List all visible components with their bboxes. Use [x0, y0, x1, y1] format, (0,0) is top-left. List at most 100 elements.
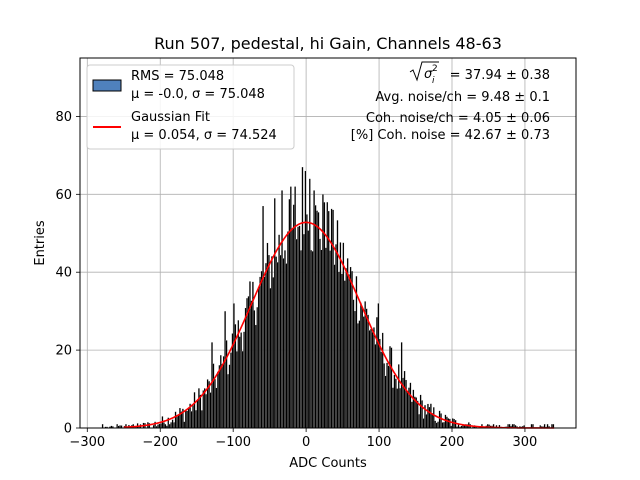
histogram-bar	[228, 364, 231, 429]
svg-text:σ: σ	[424, 67, 433, 82]
histogram-bar	[298, 225, 301, 429]
histogram-bar	[443, 422, 445, 429]
histogram-bar	[256, 307, 259, 429]
histogram-bar	[418, 414, 420, 429]
histogram-bar	[346, 258, 349, 429]
histogram-bar	[300, 250, 302, 429]
histogram-bar	[201, 410, 203, 429]
histogram-bar	[203, 388, 206, 429]
histogram-bar	[428, 406, 431, 429]
histogram-bar	[338, 271, 340, 429]
histogram-bar	[295, 239, 298, 429]
histogram-bar	[412, 389, 415, 429]
histogram-bar	[253, 310, 256, 429]
histogram-bar	[361, 307, 364, 429]
histogram-bar	[403, 370, 406, 429]
histogram-bar	[367, 314, 369, 429]
histogram-bar	[249, 281, 251, 429]
histogram-bar	[427, 403, 429, 429]
legend-histogram-swatch	[92, 79, 122, 92]
histogram-bar	[271, 256, 273, 429]
histogram-bar	[430, 403, 432, 429]
histogram-bar	[446, 416, 448, 429]
x-tick-label: 300	[513, 435, 538, 450]
x-tick-label: 0	[302, 435, 310, 450]
histogram-bar	[438, 410, 441, 429]
histogram-bar	[222, 356, 225, 429]
histogram-bar	[333, 264, 336, 429]
histogram-bar	[163, 422, 165, 429]
histogram-bar	[273, 198, 276, 429]
histogram-bar	[215, 387, 218, 429]
histogram-bar	[339, 242, 342, 429]
histogram-bar	[387, 365, 390, 429]
histogram-bar	[196, 400, 199, 429]
histogram-bar	[179, 407, 181, 429]
histogram-bar	[440, 413, 442, 429]
histogram-bar	[294, 186, 296, 429]
histogram-bar	[405, 379, 407, 429]
histogram-bar	[291, 228, 294, 429]
histogram-bar	[380, 351, 383, 429]
histogram-bar	[374, 344, 377, 429]
histogram-bar	[192, 405, 194, 429]
legend: RMS = 75.048 μ = -0.0, σ = 75.048 Gaussi…	[86, 64, 295, 150]
histogram-bar	[390, 347, 393, 429]
x-tick-label: 200	[440, 435, 465, 450]
svg-text:2: 2	[432, 64, 438, 74]
histogram-bar	[211, 342, 213, 429]
histogram-bar	[396, 388, 399, 429]
histogram-bar	[230, 352, 232, 429]
histogram-bar	[236, 351, 238, 429]
histogram-bar	[306, 214, 308, 429]
histogram-bar	[325, 247, 327, 429]
histogram-bar	[425, 414, 428, 429]
histogram-bar	[308, 178, 311, 429]
histogram-bar	[246, 298, 248, 429]
histogram-bar	[268, 254, 270, 429]
histogram-bar	[399, 388, 402, 429]
y-axis-label: Entries	[33, 220, 48, 266]
histogram-bar	[202, 390, 205, 429]
histogram-bar	[303, 233, 305, 429]
histogram-bar	[238, 336, 241, 429]
histogram-bar	[289, 186, 292, 429]
y-tick-label: 40	[55, 266, 72, 281]
histogram-bar	[193, 392, 196, 429]
histogram-bar	[174, 411, 177, 429]
histogram-bar	[116, 424, 119, 429]
histogram-bar	[319, 238, 321, 429]
histogram-bar	[327, 210, 330, 429]
x-tick-label: −200	[142, 435, 178, 450]
gaussian-fit-curve	[123, 221, 555, 429]
histogram-bar	[389, 346, 391, 429]
histogram-bar	[406, 391, 409, 429]
histogram-bar	[301, 166, 304, 429]
histogram-bar	[441, 422, 444, 429]
histogram-bar	[224, 311, 226, 429]
histogram-bar	[377, 303, 380, 429]
histogram-bar	[362, 316, 365, 429]
histogram-bar	[184, 409, 187, 429]
histogram-bar	[386, 362, 388, 429]
chart-title: Run 507, pedestal, hi Gain, Channels 48-…	[154, 34, 502, 53]
histogram-bar	[173, 422, 175, 429]
histogram-bar	[275, 256, 278, 429]
legend-histogram-stats: μ = -0.0, σ = 75.048	[131, 87, 265, 102]
histogram-bar	[376, 317, 378, 429]
histogram-bar	[287, 231, 289, 429]
histogram-bar	[329, 250, 331, 429]
histogram-bar	[282, 258, 285, 429]
histogram-bar	[310, 250, 313, 429]
histogram-bar	[381, 332, 384, 429]
y-tick-label: 60	[55, 188, 72, 203]
histogram-bar	[370, 328, 372, 429]
histogram-bar	[214, 378, 216, 429]
histogram-bar	[358, 320, 361, 429]
histogram-bar	[243, 331, 245, 429]
legend-box	[86, 64, 295, 150]
histogram-bar	[177, 414, 180, 429]
histogram-bar	[285, 263, 288, 429]
histogram-bar	[292, 204, 295, 429]
